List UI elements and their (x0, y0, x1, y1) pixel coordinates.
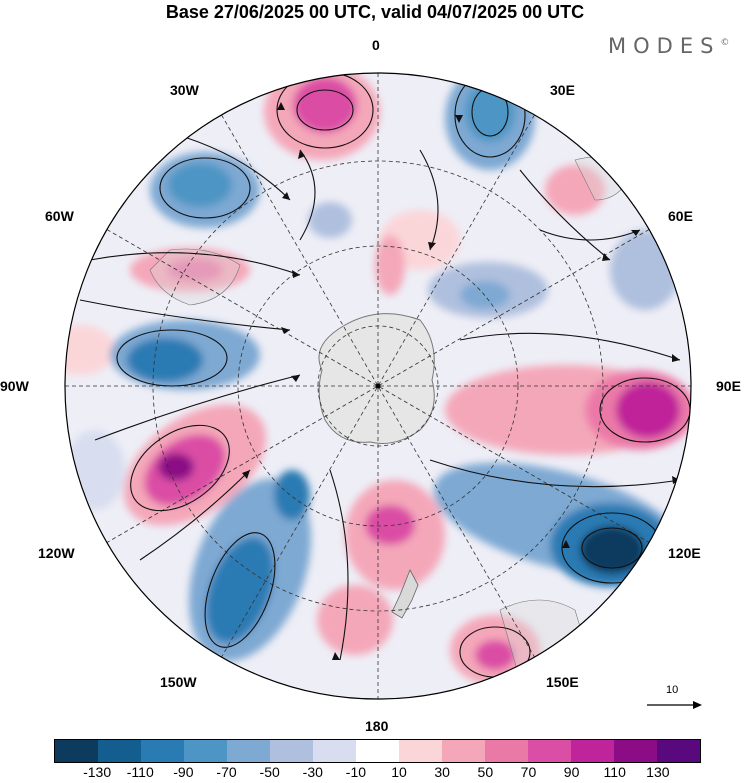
colorbar-tick-label: -30 (302, 764, 323, 780)
colorbar-tick-label: 110 (603, 764, 626, 780)
lon-label-120e: 120E (668, 545, 701, 561)
chart-title: Base 27/06/2025 00 UTC, valid 04/07/2025… (165, 2, 585, 22)
lon-label-90e: 90E (716, 378, 741, 394)
colorbar-swatch (657, 740, 700, 762)
wind-arrowheads (242, 102, 691, 660)
lon-label-150e: 150E (546, 674, 579, 690)
colorbar-tick-label: -90 (173, 764, 194, 780)
lon-label-90w: 90W (0, 378, 29, 394)
colorbar-swatch (442, 740, 485, 762)
lon-label-0: 0 (372, 37, 380, 53)
colorbar-tick-label: 30 (434, 764, 450, 780)
colorbar-swatch (571, 740, 614, 762)
graticule (65, 73, 691, 699)
colorbar-swatch (184, 740, 227, 762)
lon-label-30w: 30W (170, 82, 199, 98)
reference-vector-label: 10 (666, 684, 679, 696)
colorbar-tick-label: 130 (646, 764, 670, 780)
anomaly-field (65, 73, 691, 699)
colorbar-swatch (528, 740, 571, 762)
lon-label-180: 180 (365, 718, 389, 734)
south-pole-marker (375, 383, 381, 389)
colorbar-tick-label: 70 (520, 764, 537, 780)
lon-label-60e: 60E (668, 208, 693, 224)
colorbar-swatch (141, 740, 184, 762)
colorbar (54, 739, 701, 763)
colorbar-tick-label: -130 (83, 764, 112, 780)
colorbar-tick-label: -50 (259, 764, 280, 780)
colorbar-swatch (227, 740, 270, 762)
colorbar-swatch (98, 740, 141, 762)
brand-mark: © (720, 38, 730, 48)
colorbar-tick-label: -10 (345, 764, 367, 780)
lon-label-60w: 60W (45, 208, 74, 224)
reference-vector-arrowhead (693, 701, 702, 709)
colorbar-tick-label: 50 (477, 764, 494, 780)
colorbar-tick-label: -70 (216, 764, 237, 780)
colorbar-swatch (356, 740, 399, 762)
colorbar-swatch (614, 740, 657, 762)
colorbar-swatch (399, 740, 442, 762)
colorbar-swatch (270, 740, 313, 762)
colorbar-swatch (55, 740, 98, 762)
modes-logo: MODES© (608, 34, 729, 58)
colorbar-swatch (313, 740, 356, 762)
colorbar-tick-label: -110 (126, 764, 154, 780)
map-border (64, 72, 692, 700)
colorbar-swatch (485, 740, 528, 762)
colorbar-tick-label: 10 (391, 764, 407, 780)
colorbar-tick-label: 90 (563, 764, 580, 780)
lon-label-30e: 30E (550, 82, 575, 98)
brand-text: MODES (608, 34, 721, 58)
lon-label-150w: 150W (160, 674, 197, 690)
lon-label-120w: 120W (38, 545, 75, 561)
